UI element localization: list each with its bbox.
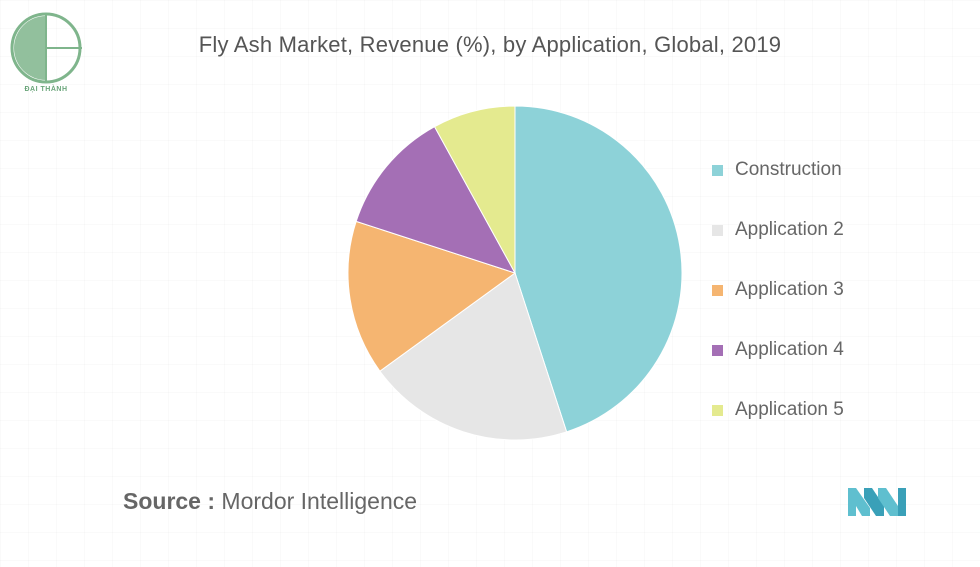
chart-title: Fly Ash Market, Revenue (%), by Applicat…: [198, 32, 782, 57]
legend-item-application-3: Application 3: [712, 260, 844, 320]
pie-slice-application-5: [433, 105, 516, 274]
legend-item-application-5: Application 5: [712, 380, 844, 440]
legend-label: Application 2: [735, 219, 844, 240]
pie-slice-application-3: [347, 220, 517, 372]
mordor-intelligence-logo-icon: [848, 488, 906, 516]
legend-swatch: [712, 404, 723, 416]
chart-legend: Construction Application 2 Application 3…: [712, 140, 844, 440]
pie-slice-construction: [514, 105, 683, 433]
legend-label: Application 5: [735, 399, 844, 420]
legend-label: Construction: [735, 159, 842, 180]
pie-slice-application-2: [379, 272, 568, 441]
legend-label: Application 4: [735, 339, 844, 360]
legend-item-application-2: Application 2: [712, 200, 844, 260]
source-note: Source : Mordor Intelligence: [123, 488, 417, 515]
legend-label: Application 3: [735, 279, 844, 300]
brand-logo-icon: [10, 12, 82, 84]
brand-logo-text: ĐẠI THÀNH: [24, 86, 68, 93]
legend-item-construction: Construction: [712, 140, 844, 200]
legend-swatch: [712, 344, 723, 356]
source-value: Mordor Intelligence: [221, 488, 418, 514]
legend-swatch: [712, 284, 723, 296]
legend-swatch: [712, 224, 723, 236]
legend-item-application-4: Application 4: [712, 320, 844, 380]
source-key: Source :: [123, 488, 216, 514]
pie-slice-application-4: [355, 125, 517, 274]
legend-swatch: [712, 164, 723, 176]
